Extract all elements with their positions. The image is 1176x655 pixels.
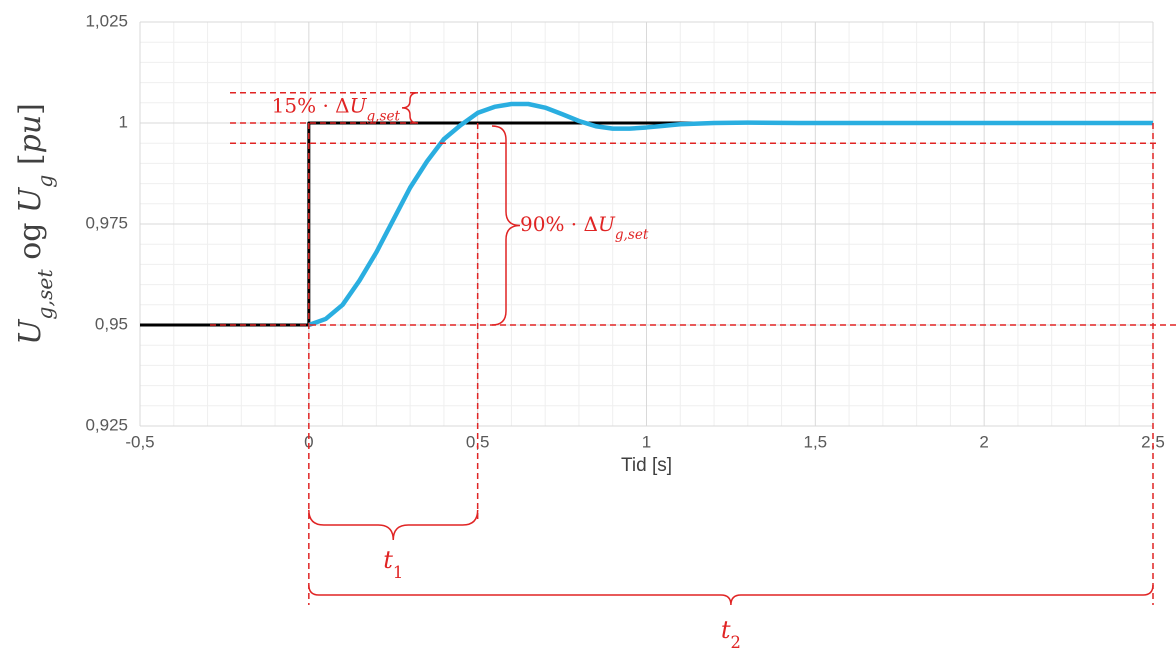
y-tick-label: 1	[119, 112, 128, 131]
x-tick-label: 2,5	[1141, 432, 1165, 451]
y-tick-label: 0,95	[95, 314, 128, 333]
text-part: pu	[13, 115, 48, 154]
brace	[308, 584, 1154, 606]
y-tick-label: 0,975	[85, 213, 128, 232]
text-part: U	[598, 212, 616, 236]
text-part: 90% · Δ	[520, 212, 598, 236]
text-part: g	[33, 175, 57, 188]
text-part: t	[721, 616, 731, 644]
x-tick-label: 1,5	[804, 432, 828, 451]
y-label: Ug,set og Ug [pu]	[13, 103, 57, 345]
x-tick-label: 1	[642, 432, 651, 451]
x-tick-label: 0,5	[466, 432, 490, 451]
x-tick-label: 2	[979, 432, 988, 451]
text-part: 1	[393, 563, 403, 582]
text-part: t	[383, 546, 393, 574]
x-tick-label: 0	[304, 432, 313, 451]
text-part: 15% · Δ	[272, 94, 350, 118]
rise-label: 90% · ΔUg,set	[520, 212, 649, 243]
text-part: [	[13, 153, 48, 174]
text-part: 2	[731, 633, 741, 652]
t2-label: t2	[721, 616, 741, 652]
text-part: ]	[13, 103, 48, 115]
text-part: og	[13, 213, 48, 269]
y-tick-label: 1,025	[85, 11, 128, 30]
brace	[491, 125, 521, 326]
brace	[401, 91, 419, 124]
line-series	[308, 101, 1153, 328]
t1-label: t1	[383, 546, 403, 582]
brace	[308, 509, 479, 541]
text-part: U	[13, 186, 48, 213]
text-part: U	[350, 94, 368, 118]
x-axis-label: Tid [s]	[621, 455, 672, 476]
text-part: U	[13, 318, 48, 345]
text-part: g,set	[615, 227, 649, 243]
x-tick-label: -0,5	[125, 432, 154, 451]
y-tick-label: 0,925	[85, 415, 128, 434]
band-label: 15% · ΔUg,set	[272, 94, 401, 125]
text-part: g,set	[33, 269, 57, 320]
text-part: g,set	[366, 109, 400, 125]
